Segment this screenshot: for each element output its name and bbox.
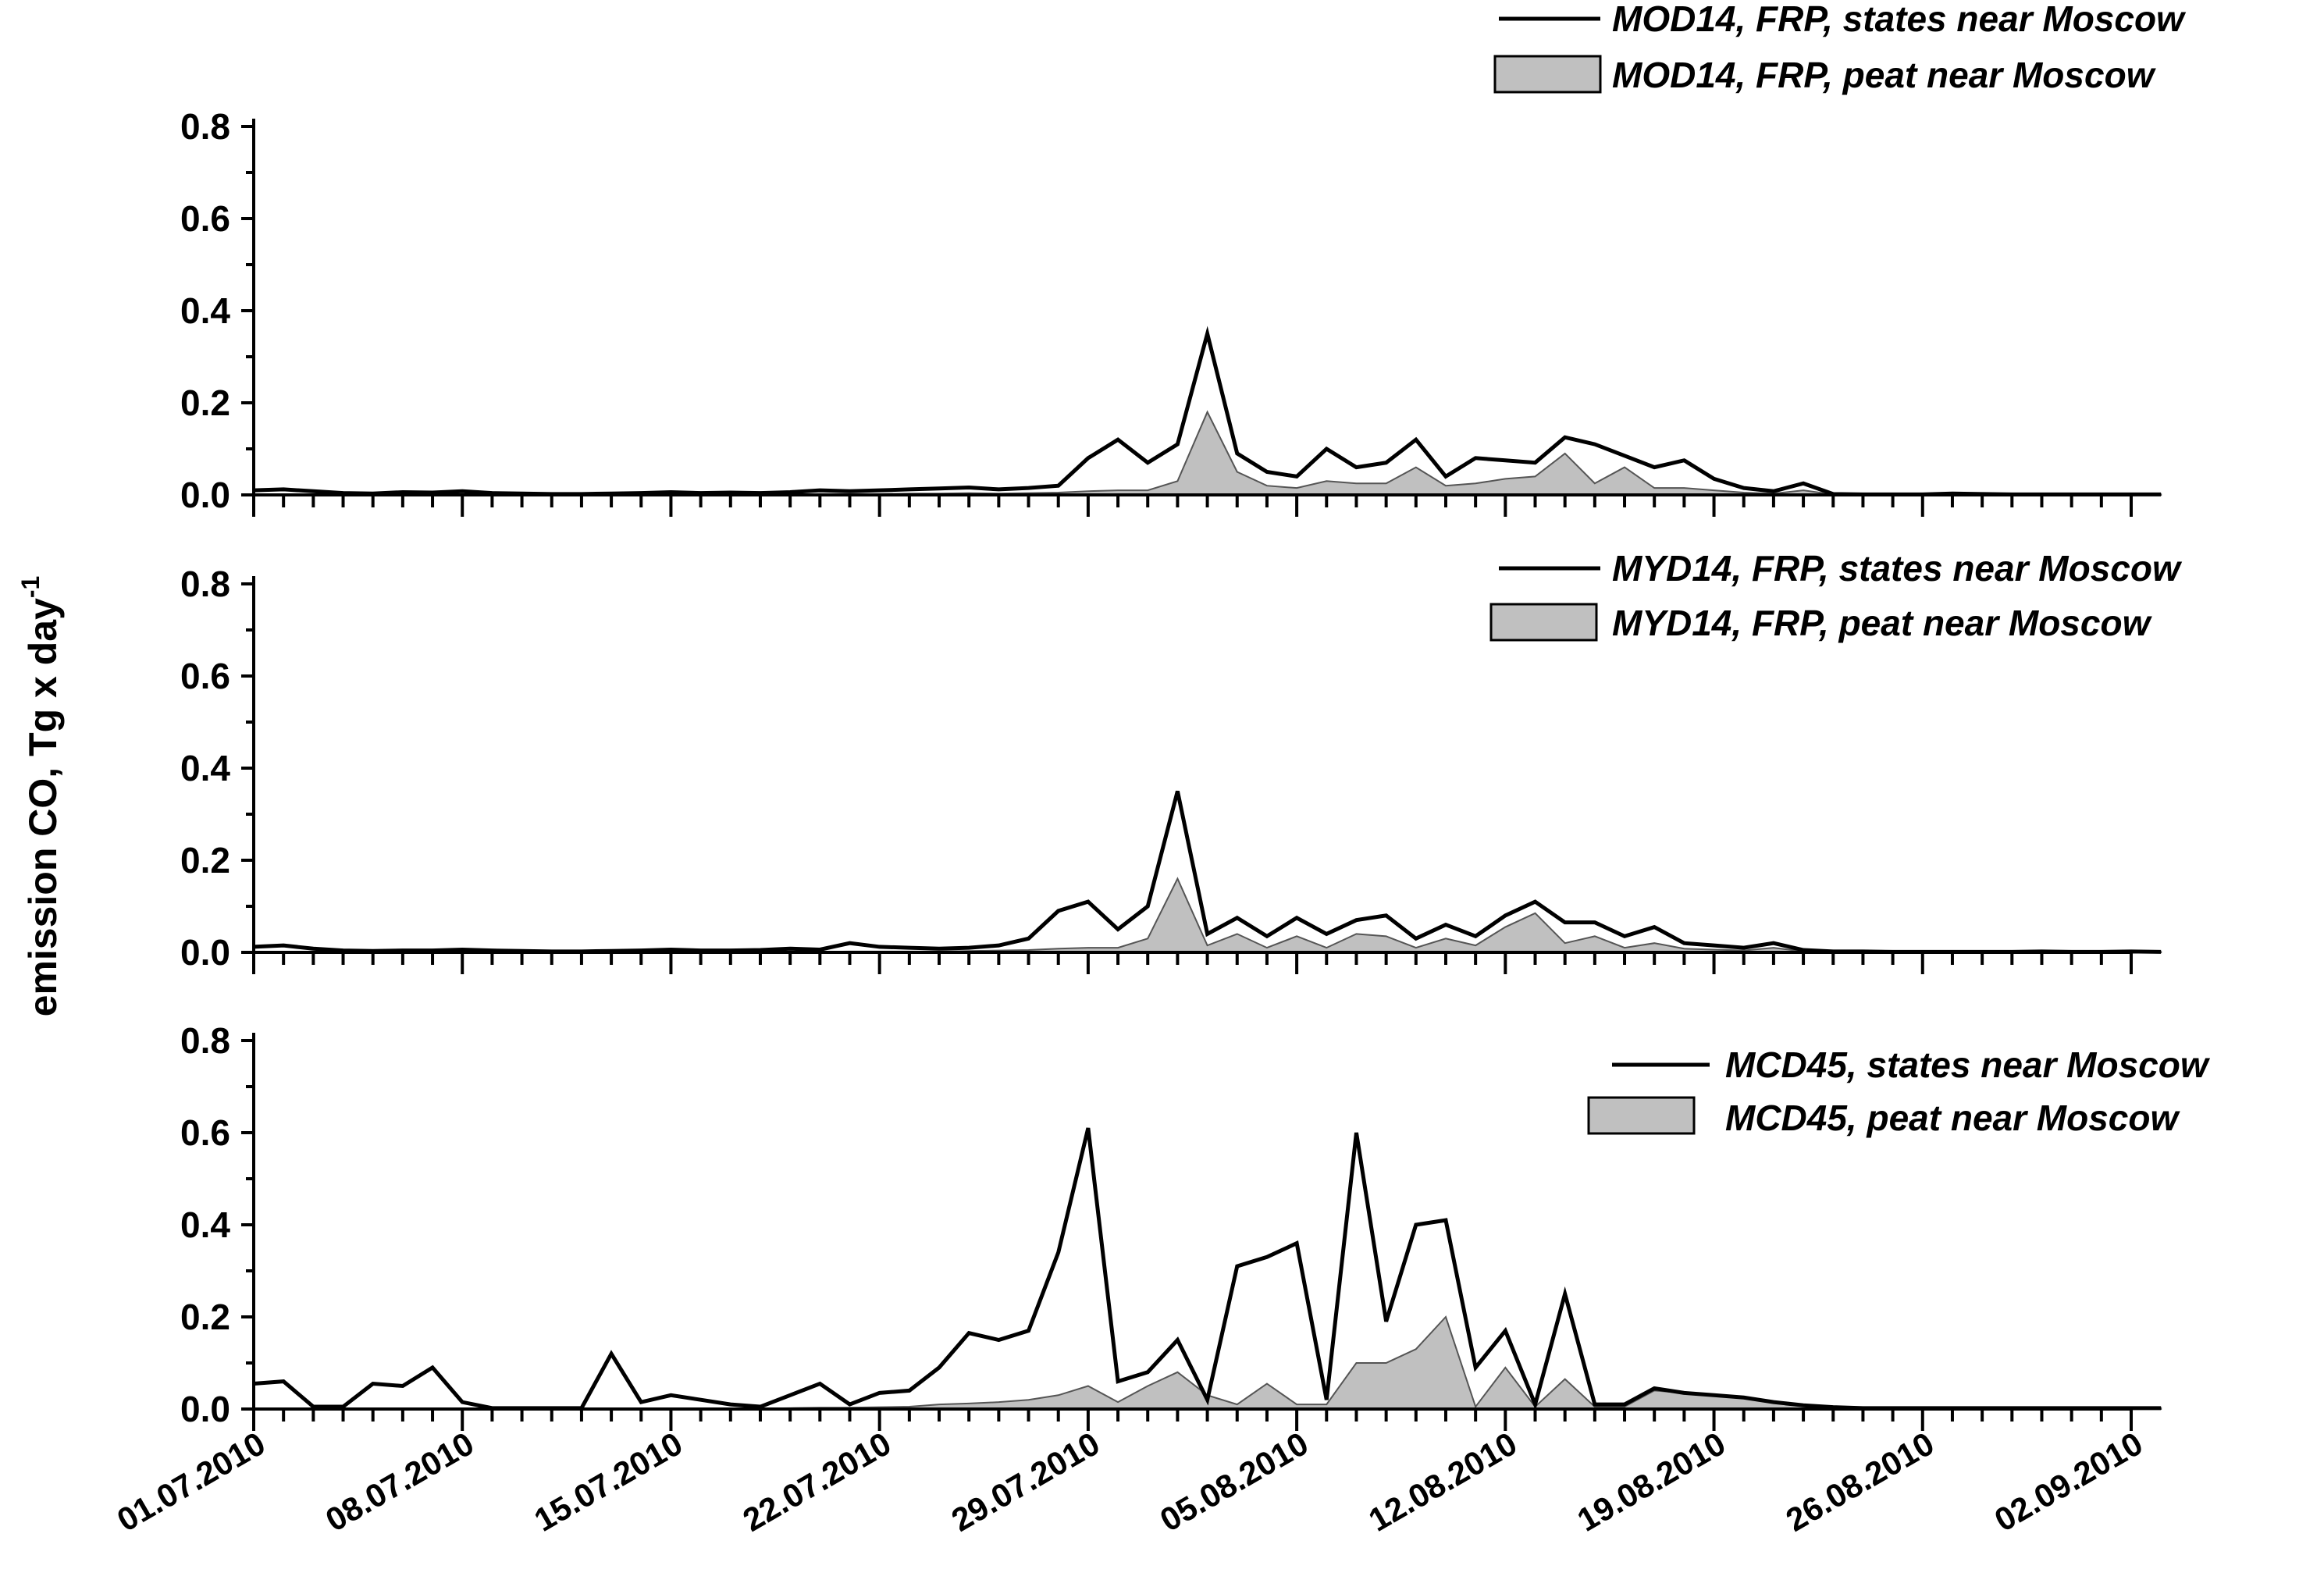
y-tick-label: 0.8 bbox=[180, 106, 230, 147]
legend-top: MOD14, FRP, states near Moscow MOD14, FRP… bbox=[1493, 0, 2187, 95]
series-area-peat bbox=[253, 410, 2162, 496]
legend-area-swatch bbox=[1489, 603, 1598, 642]
y-axis-label: emission CO, Tg x day-1 bbox=[16, 576, 65, 1017]
x-tick-label: 08.07.2010 bbox=[319, 1425, 480, 1539]
y-axis-label-superscript: -1 bbox=[16, 576, 44, 598]
chart-panel-middle: 0.0 0.2 0.4 0.6 0.8 MYD14, FRP, states near M… bbox=[180, 548, 2183, 974]
legend-label-states: MOD14, FRP, states near Moscow bbox=[1612, 0, 2187, 39]
x-tick-label: 15.07.2010 bbox=[528, 1425, 689, 1539]
series-line-states bbox=[253, 790, 2162, 954]
chart-panel-bottom: 0.0 0.2 0.4 0.6 0.8 MCD45, states near Moscow… bbox=[180, 1020, 2211, 1431]
y-tick-label: 0.0 bbox=[180, 932, 230, 973]
legend-bottom: MCD45, states near Moscow MCD45, peat nea… bbox=[1587, 1044, 2211, 1138]
y-tick-label: 0.4 bbox=[180, 290, 230, 331]
chart-panel-top: 0.0 0.2 0.4 0.6 0.8 MOD14, FRP, states near M… bbox=[180, 0, 2187, 517]
y-tick-label: 0.6 bbox=[180, 1112, 230, 1153]
x-tick-label: 05.08.2010 bbox=[1154, 1425, 1315, 1539]
x-tick-label: 19.08.2010 bbox=[1571, 1425, 1732, 1539]
y-tick-label: 0.6 bbox=[180, 198, 230, 239]
y-tick-label: 0.6 bbox=[180, 656, 230, 696]
legend-area-swatch bbox=[1587, 1096, 1696, 1135]
y-tick-label: 0.0 bbox=[180, 1389, 230, 1429]
y-tick-label: 0.8 bbox=[180, 1020, 230, 1061]
y-axis-label-main: emission CO, Tg x day bbox=[21, 598, 65, 1016]
y-tick-label: 0.2 bbox=[180, 840, 230, 881]
y-tick-label: 0.8 bbox=[180, 564, 230, 604]
y-tick-label: 0.2 bbox=[180, 1297, 230, 1337]
legend-label-peat: MCD45, peat near Moscow bbox=[1725, 1098, 2180, 1138]
series-area-peat bbox=[253, 877, 2162, 953]
x-tick-label: 12.08.2010 bbox=[1362, 1425, 1523, 1539]
y-tick-label: 0.4 bbox=[180, 748, 230, 788]
legend-area-swatch bbox=[1493, 55, 1602, 94]
series-line-states bbox=[253, 1127, 2162, 1411]
legend-label-states: MCD45, states near Moscow bbox=[1725, 1044, 2211, 1085]
y-tick-label: 0.0 bbox=[180, 475, 230, 515]
x-tick-label: 01.07.2010 bbox=[111, 1425, 272, 1539]
y-tick-label: 0.4 bbox=[180, 1204, 230, 1245]
x-tick-label: 22.07.2010 bbox=[737, 1425, 898, 1539]
chart-panels: 0.0 0.2 0.4 0.6 0.8 MOD14, FRP, states near M… bbox=[180, 0, 2211, 1431]
legend-label-peat: MOD14, FRP, peat near Moscow bbox=[1612, 55, 2157, 95]
x-tick-label: 26.08.2010 bbox=[1780, 1425, 1941, 1539]
legend-label-peat: MYD14, FRP, peat near Moscow bbox=[1612, 603, 2153, 643]
x-tick-label: 29.07.2010 bbox=[945, 1425, 1106, 1539]
x-axis-date-labels: 01.07.2010 08.07.2010 15.07.2010 22.07.2010… bbox=[111, 1425, 2149, 1539]
x-tick-label: 02.09.2010 bbox=[1988, 1425, 2149, 1539]
legend-middle: MYD14, FRP, states near Moscow MYD14, FRP… bbox=[1489, 548, 2183, 643]
legend-label-states: MYD14, FRP, states near Moscow bbox=[1612, 548, 2183, 589]
y-tick-label: 0.2 bbox=[180, 383, 230, 423]
